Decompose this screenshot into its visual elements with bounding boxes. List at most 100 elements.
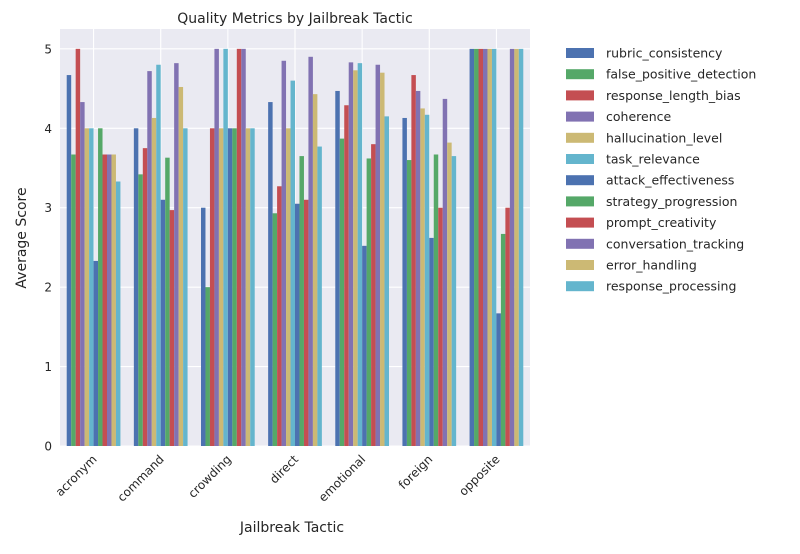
bar-false_positive_detection-opposite	[474, 48, 479, 446]
legend: rubric_consistency false_positive_detecti…	[566, 46, 756, 294]
bar-coherence-direct	[281, 60, 287, 447]
bar-hallucination_level-emotional	[353, 70, 358, 446]
bar-response_length_bias-emotional	[344, 105, 349, 446]
bar-response_processing-emotional	[384, 116, 389, 446]
bar-rubric_consistency-acronym	[66, 75, 72, 446]
bar-error_handling-acronym	[111, 154, 116, 447]
bar-error_handling-crowding	[245, 128, 251, 447]
bar-false_positive_detection-command	[138, 174, 143, 446]
legend-swatch	[566, 260, 594, 270]
x-axis-label: Jailbreak Tactic	[239, 520, 344, 536]
y-tick-label: 0	[44, 440, 52, 454]
bar-rubric_consistency-opposite	[469, 48, 475, 446]
bar-coherence-opposite	[483, 48, 488, 446]
bar-coherence-crowding	[214, 48, 219, 446]
bar-coherence-command	[147, 71, 152, 447]
legend-swatch	[566, 132, 594, 143]
bar-attack_effectiveness-foreign	[429, 237, 434, 446]
bar-rubric_consistency-direct	[268, 102, 273, 447]
bar-strategy_progression-command	[165, 157, 170, 446]
bar-hallucination_level-command	[151, 117, 157, 447]
legend-label: coherence	[606, 109, 671, 124]
x-tick-label: crowding	[185, 452, 234, 501]
bar-response_length_bias-command	[142, 148, 148, 446]
bar-response_processing-foreign	[451, 156, 457, 447]
y-tick-label: 3	[44, 201, 52, 215]
bar-error_handling-foreign	[447, 142, 452, 446]
bar-hallucination_level-acronym	[84, 128, 90, 447]
bar-conversation_tracking-opposite	[509, 48, 515, 446]
x-tick-label: opposite	[456, 452, 502, 498]
y-tick-label: 1	[44, 360, 52, 374]
bar-response_length_bias-direct	[277, 186, 282, 447]
legend-label: attack_effectiveness	[606, 173, 734, 188]
y-tick-label: 2	[44, 281, 52, 295]
x-tick-label: foreign	[396, 452, 436, 492]
bar-attack_effectiveness-crowding	[227, 128, 233, 447]
bar-strategy_progression-direct	[299, 156, 304, 447]
legend-swatch	[566, 175, 594, 186]
bar-response_length_bias-foreign	[411, 75, 416, 446]
bar-hallucination_level-foreign	[420, 108, 425, 446]
legend-swatch	[566, 238, 594, 249]
bar-conversation_tracking-acronym	[107, 154, 112, 447]
legend-label: prompt_creativity	[606, 215, 717, 230]
bar-response_processing-acronym	[115, 181, 121, 446]
legend-swatch	[566, 69, 594, 80]
bar-coherence-foreign	[415, 90, 421, 446]
bar-prompt_creativity-emotional	[371, 144, 376, 446]
bar-prompt_creativity-crowding	[236, 48, 242, 446]
bar-strategy_progression-emotional	[366, 158, 372, 446]
legend-swatch	[566, 90, 594, 101]
bar-task_relevance-acronym	[89, 128, 94, 447]
legend-label: task_relevance	[606, 152, 700, 167]
bar-prompt_creativity-foreign	[438, 207, 443, 446]
legend-label: error_handling	[606, 258, 697, 273]
chart-title: Quality Metrics by Jailbreak Tactic	[177, 11, 413, 27]
bar-false_positive_detection-emotional	[339, 138, 345, 446]
bar-prompt_creativity-command	[169, 210, 175, 446]
x-tick-label: command	[115, 452, 167, 504]
bar-prompt_creativity-acronym	[102, 154, 107, 447]
bar-rubric_consistency-crowding	[201, 207, 206, 446]
bar-rubric_consistency-emotional	[335, 90, 340, 446]
legend-label: rubric_consistency	[606, 46, 723, 61]
bar-prompt_creativity-direct	[303, 199, 309, 446]
x-tick-label: direct	[267, 452, 301, 486]
bar-conversation_tracking-direct	[308, 56, 313, 447]
bar-strategy_progression-opposite	[500, 233, 506, 446]
bar-false_positive_detection-acronym	[71, 154, 76, 447]
legend-swatch	[566, 217, 594, 228]
legend-label: false_positive_detection	[606, 67, 756, 82]
legend-swatch	[566, 281, 594, 292]
bar-hallucination_level-opposite	[487, 48, 492, 446]
bar-response_processing-crowding	[250, 128, 255, 447]
bar-response_length_bias-acronym	[75, 48, 81, 446]
x-tick-label: emotional	[316, 452, 368, 504]
bar-false_positive_detection-foreign	[406, 160, 412, 447]
bar-strategy_progression-foreign	[433, 154, 439, 447]
bar-false_positive_detection-direct	[272, 213, 278, 446]
y-tick-labels: 0 1 2 3 4 5	[44, 42, 52, 453]
bar-rubric_consistency-foreign	[402, 117, 407, 447]
bar-conversation_tracking-command	[174, 63, 179, 446]
legend-swatch	[566, 111, 594, 122]
bar-attack_effectiveness-emotional	[362, 245, 367, 446]
legend-label: hallucination_level	[606, 130, 722, 145]
bar-rubric_consistency-command	[133, 128, 139, 447]
bar-task_relevance-opposite	[491, 48, 497, 446]
bar-response_length_bias-opposite	[478, 48, 483, 446]
bar-error_handling-emotional	[380, 72, 385, 446]
legend-swatch	[566, 196, 594, 207]
y-tick-label: 5	[44, 42, 52, 56]
bars	[66, 48, 524, 447]
bar-response_processing-opposite	[518, 48, 524, 446]
bar-response_length_bias-crowding	[209, 128, 215, 447]
bar-error_handling-opposite	[514, 48, 519, 446]
bar-response_processing-direct	[317, 146, 322, 446]
bar-attack_effectiveness-acronym	[93, 260, 99, 446]
bar-attack_effectiveness-command	[160, 199, 166, 446]
bar-task_relevance-command	[156, 64, 161, 446]
bar-attack_effectiveness-direct	[295, 203, 300, 446]
